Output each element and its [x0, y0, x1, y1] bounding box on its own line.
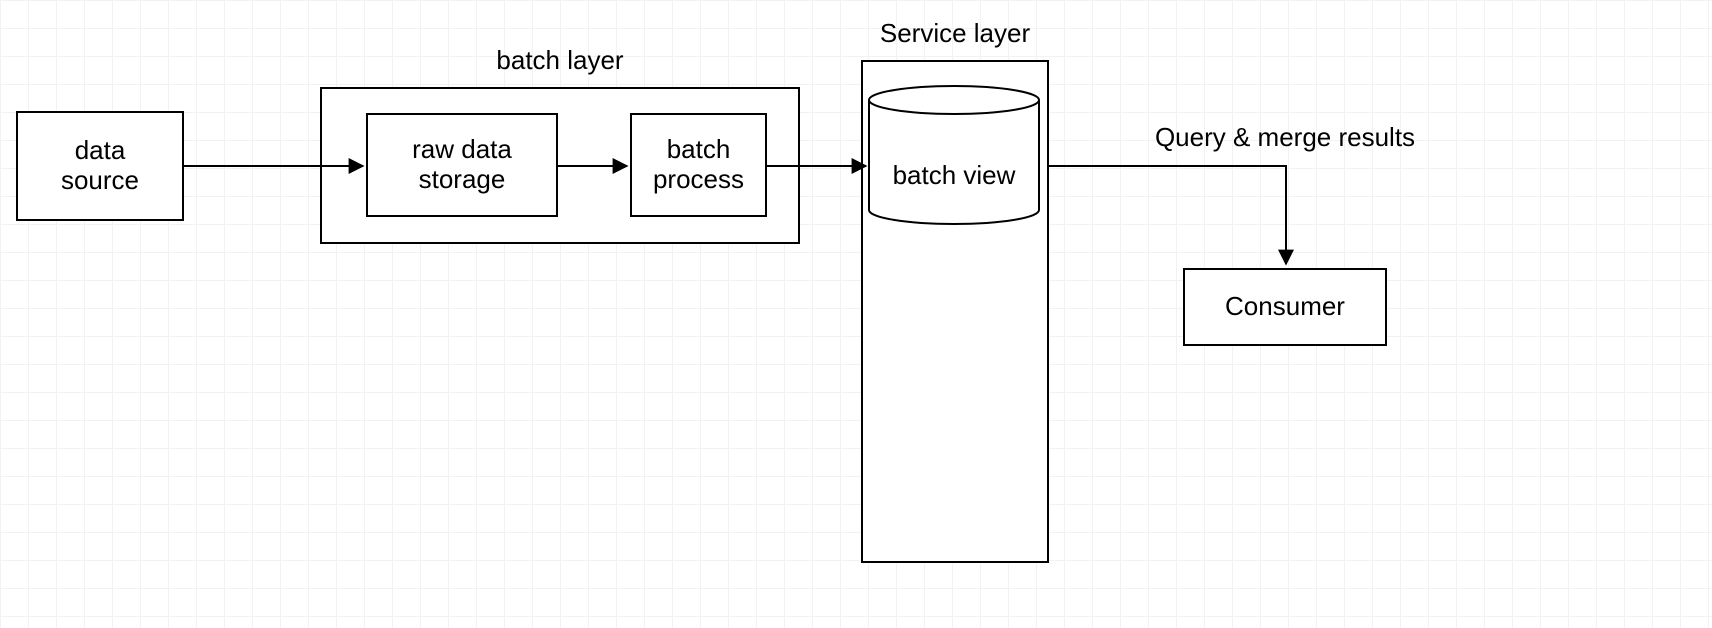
edge-query-merge-label: Query & merge results: [1100, 122, 1470, 153]
edge-service-to-consumer: [1049, 166, 1286, 264]
node-batch-view: [869, 86, 1039, 224]
diagram-canvas: [0, 0, 1712, 628]
node-batch-view-label: batch view: [869, 160, 1039, 191]
